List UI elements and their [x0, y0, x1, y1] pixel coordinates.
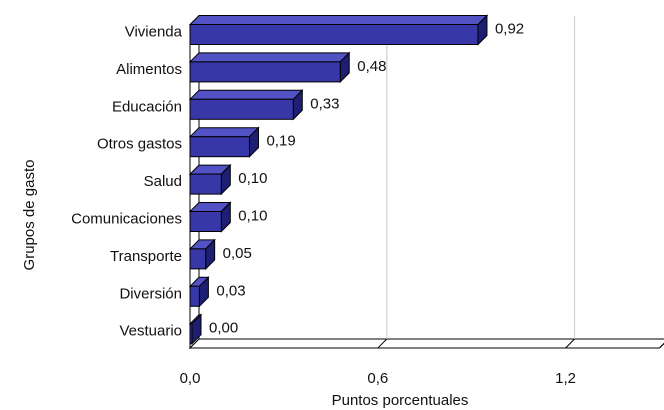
bar-top-face — [188, 89, 304, 100]
bar-front-face — [189, 173, 222, 195]
x-axis-ticks: 0,0 0,6 1,2 — [180, 370, 576, 387]
bar — [188, 201, 232, 233]
bar-front-face — [189, 24, 479, 45]
gridlines — [377, 16, 664, 349]
x-tick-label: 0,0 — [180, 370, 201, 387]
value-label: 0,05 — [223, 245, 252, 262]
bar — [188, 276, 210, 308]
bar — [188, 14, 489, 46]
bar — [188, 126, 260, 158]
bar — [188, 238, 216, 271]
value-label: 0,48 — [357, 58, 386, 75]
bar-top-face — [188, 52, 351, 63]
bar-front-face — [189, 211, 222, 232]
floor-gridline — [659, 342, 664, 349]
bar-front-face — [189, 98, 294, 120]
value-label: 0,03 — [216, 282, 245, 299]
floor-gridline — [565, 338, 575, 349]
bar-front-face — [189, 61, 341, 83]
category-label: Transporte — [110, 248, 182, 265]
value-label: 0,00 — [209, 320, 238, 337]
x-tick-label: 0,6 — [367, 370, 388, 387]
bar-front-face — [189, 136, 250, 158]
value-label: 0,10 — [238, 170, 267, 187]
value-label: 0,19 — [266, 133, 295, 150]
bar-front-face — [189, 248, 207, 270]
bar — [188, 163, 232, 196]
plot-floor — [188, 338, 664, 349]
bar-top-face — [188, 15, 489, 25]
bar-front-face — [189, 323, 193, 345]
x-tick-label: 1,2 — [555, 370, 576, 387]
category-label: Diversión — [119, 285, 182, 302]
bar — [188, 51, 351, 84]
bar — [188, 89, 304, 121]
category-label: Comunicaciones — [71, 211, 182, 228]
category-label: Otros gastos — [97, 136, 182, 153]
value-label: 0,92 — [495, 21, 524, 38]
category-label: Alimentos — [116, 61, 182, 78]
bar-top-face — [188, 127, 260, 138]
x-axis-title: Puntos porcentuales — [332, 392, 469, 409]
category-label: Vestuario — [119, 323, 182, 340]
category-labels: Vivienda Alimentos Educación Otros gastos Sa… — [71, 24, 183, 340]
category-label: Salud — [144, 173, 182, 190]
value-label: 0,10 — [238, 208, 267, 225]
category-label: Vivienda — [125, 24, 183, 41]
value-label: 0,33 — [310, 95, 339, 112]
bar-front-face — [189, 285, 200, 307]
category-label: Educación — [112, 98, 182, 115]
y-axis-title: Grupos de gasto — [21, 160, 38, 271]
value-labels: 0,92 0,48 0,33 0,19 0,10 0,10 0,05 0,03 0,00 — [209, 21, 524, 337]
bars — [188, 14, 489, 345]
bar — [188, 313, 203, 345]
floor-gridline — [377, 338, 388, 349]
